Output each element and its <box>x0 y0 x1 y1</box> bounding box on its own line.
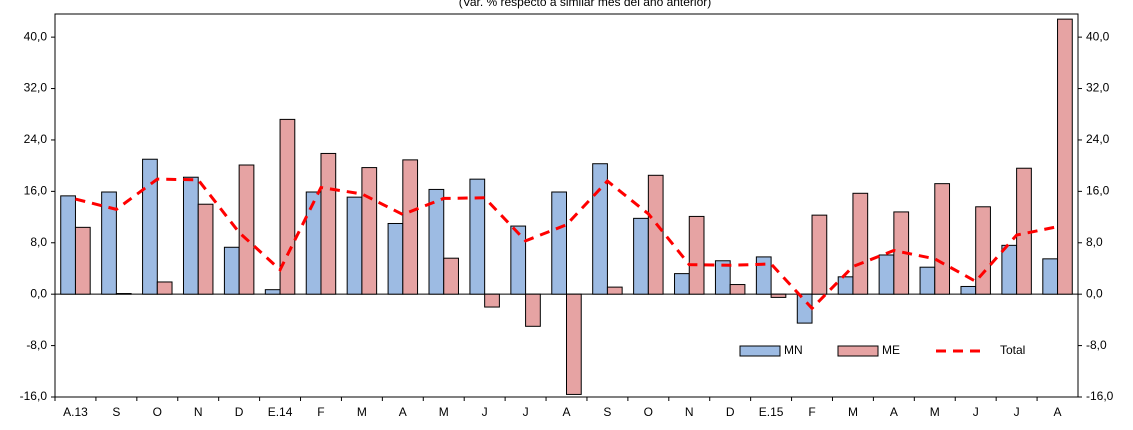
bar <box>633 217 649 295</box>
y2-tick-label: 16,0 <box>1086 184 1110 198</box>
x-tick-label: N <box>194 405 203 419</box>
bar <box>428 188 445 295</box>
x-tick-label: A <box>890 405 898 419</box>
bar <box>156 281 173 295</box>
x-tick-label: N <box>685 405 694 419</box>
bar <box>74 226 91 295</box>
bar <box>115 293 132 295</box>
bar <box>182 176 199 295</box>
bar <box>402 159 419 295</box>
y2-tick-label: -8,0 <box>1086 338 1107 352</box>
plot-frame <box>54 13 1079 398</box>
bar <box>387 222 404 295</box>
bar <box>714 260 731 295</box>
bar <box>674 273 690 295</box>
legend-swatch <box>739 345 781 357</box>
x-tick-label: J <box>973 405 979 419</box>
x-tick-label: E.15 <box>759 405 784 419</box>
x-tick-label: A <box>399 405 407 419</box>
y2-tick-label: 40,0 <box>1086 29 1110 43</box>
x-tick-label: A.13 <box>63 405 88 419</box>
line <box>75 177 1058 311</box>
bar <box>238 164 255 295</box>
y-tick-label: 24,0 <box>24 132 48 146</box>
bar <box>606 286 623 295</box>
bar <box>142 158 158 295</box>
y-tick-label: 0,0 <box>30 286 47 300</box>
bar <box>770 293 787 298</box>
x-tick-label: M <box>357 405 367 419</box>
y-tick-label: 40,0 <box>24 29 48 43</box>
y2-tick-label: -16,0 <box>1086 389 1114 403</box>
x-tick-label: J <box>523 405 529 419</box>
x-tick-label: E.14 <box>268 405 293 419</box>
x-tick-label: F <box>808 405 815 419</box>
bar <box>484 293 500 308</box>
x-tick-label: F <box>317 405 324 419</box>
bar <box>469 178 486 295</box>
x-tick-label: M <box>439 405 449 419</box>
x-tick-label: O <box>644 405 653 419</box>
x-tick-label: J <box>1014 405 1020 419</box>
bar <box>755 256 772 295</box>
y-tick-label: 16,0 <box>24 184 48 198</box>
x-tick-label: D <box>726 405 735 419</box>
bar <box>197 203 214 295</box>
y-tick-label: 32,0 <box>24 81 48 95</box>
bar <box>919 266 936 295</box>
bar <box>934 183 951 295</box>
x-tick-label: D <box>235 405 244 419</box>
bar <box>960 285 977 295</box>
y2-tick-label: 8,0 <box>1086 235 1103 249</box>
bar <box>566 293 582 395</box>
x-tick-label: M <box>930 405 940 419</box>
bar <box>837 276 854 295</box>
y-tick-label: 8,0 <box>30 235 47 249</box>
bar <box>346 196 363 295</box>
bar <box>852 192 869 295</box>
x-tick-label: J <box>482 405 488 419</box>
bar <box>525 293 541 327</box>
bar <box>878 254 895 295</box>
bar <box>811 214 828 295</box>
y-tick-label: -8,0 <box>26 338 47 352</box>
x-tick-label: A <box>562 405 570 419</box>
legend-label: ME <box>882 343 900 357</box>
bar <box>361 167 378 295</box>
bar <box>647 174 664 295</box>
x-tick-label: O <box>153 405 162 419</box>
bar <box>264 289 281 295</box>
legend-label: MN <box>784 343 803 357</box>
y-tick-label: -16,0 <box>20 389 48 403</box>
bar <box>975 206 991 295</box>
bar <box>551 191 567 295</box>
bar <box>223 246 240 295</box>
bar <box>729 284 746 295</box>
y2-tick-label: 0,0 <box>1086 286 1103 300</box>
x-tick-label: A <box>1054 405 1062 419</box>
bar <box>60 195 76 295</box>
legend-swatch <box>837 345 879 357</box>
bar <box>1057 18 1073 295</box>
bar <box>510 225 527 295</box>
chart-subtitle: (Var. % respecto a similar mes del año a… <box>459 0 712 9</box>
bar <box>1042 258 1059 295</box>
x-tick-label: S <box>603 405 611 419</box>
bar <box>796 293 813 324</box>
bar <box>1001 244 1018 295</box>
y2-tick-label: 24,0 <box>1086 132 1110 146</box>
y2-tick-label: 32,0 <box>1086 81 1110 95</box>
bar <box>688 215 705 295</box>
bar <box>305 191 322 295</box>
bar <box>443 257 459 295</box>
bar <box>320 152 337 295</box>
x-tick-label: S <box>112 405 120 419</box>
bar <box>592 163 608 295</box>
legend-label: Total <box>1000 343 1025 357</box>
bar <box>101 191 117 295</box>
x-tick-label: M <box>848 405 858 419</box>
